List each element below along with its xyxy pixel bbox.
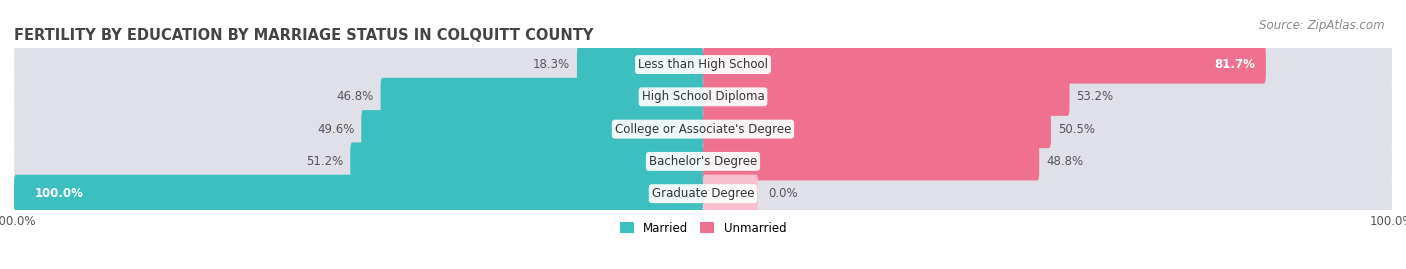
Bar — [14, 81, 1392, 113]
FancyBboxPatch shape — [381, 78, 703, 116]
FancyBboxPatch shape — [703, 142, 1039, 180]
Legend: Married, Unmarried: Married, Unmarried — [614, 217, 792, 239]
Text: 53.2%: 53.2% — [1077, 90, 1114, 103]
Text: 50.5%: 50.5% — [1057, 123, 1095, 136]
FancyBboxPatch shape — [14, 175, 703, 213]
FancyBboxPatch shape — [703, 78, 1392, 116]
Text: Bachelor's Degree: Bachelor's Degree — [650, 155, 756, 168]
FancyBboxPatch shape — [350, 142, 703, 180]
Text: 0.0%: 0.0% — [769, 187, 799, 200]
Text: 46.8%: 46.8% — [336, 90, 374, 103]
Text: College or Associate's Degree: College or Associate's Degree — [614, 123, 792, 136]
FancyBboxPatch shape — [703, 175, 1392, 213]
Text: Graduate Degree: Graduate Degree — [652, 187, 754, 200]
Text: 48.8%: 48.8% — [1046, 155, 1083, 168]
FancyBboxPatch shape — [14, 142, 703, 180]
FancyBboxPatch shape — [361, 110, 703, 148]
Bar — [14, 113, 1392, 145]
FancyBboxPatch shape — [703, 110, 1392, 148]
Bar — [14, 48, 1392, 81]
Text: 81.7%: 81.7% — [1215, 58, 1256, 71]
Text: 18.3%: 18.3% — [533, 58, 569, 71]
FancyBboxPatch shape — [576, 45, 703, 84]
Bar — [14, 145, 1392, 178]
FancyBboxPatch shape — [14, 78, 703, 116]
FancyBboxPatch shape — [703, 110, 1050, 148]
Text: FERTILITY BY EDUCATION BY MARRIAGE STATUS IN COLQUITT COUNTY: FERTILITY BY EDUCATION BY MARRIAGE STATU… — [14, 28, 593, 43]
FancyBboxPatch shape — [703, 45, 1265, 84]
Bar — [14, 178, 1392, 210]
FancyBboxPatch shape — [14, 110, 703, 148]
FancyBboxPatch shape — [703, 45, 1392, 84]
Text: 100.0%: 100.0% — [35, 187, 83, 200]
FancyBboxPatch shape — [14, 175, 703, 213]
FancyBboxPatch shape — [14, 45, 703, 84]
FancyBboxPatch shape — [703, 142, 1392, 180]
Text: Source: ZipAtlas.com: Source: ZipAtlas.com — [1260, 19, 1385, 32]
Text: Less than High School: Less than High School — [638, 58, 768, 71]
FancyBboxPatch shape — [703, 78, 1070, 116]
Text: 51.2%: 51.2% — [307, 155, 343, 168]
Text: High School Diploma: High School Diploma — [641, 90, 765, 103]
FancyBboxPatch shape — [703, 175, 758, 213]
Text: 49.6%: 49.6% — [316, 123, 354, 136]
